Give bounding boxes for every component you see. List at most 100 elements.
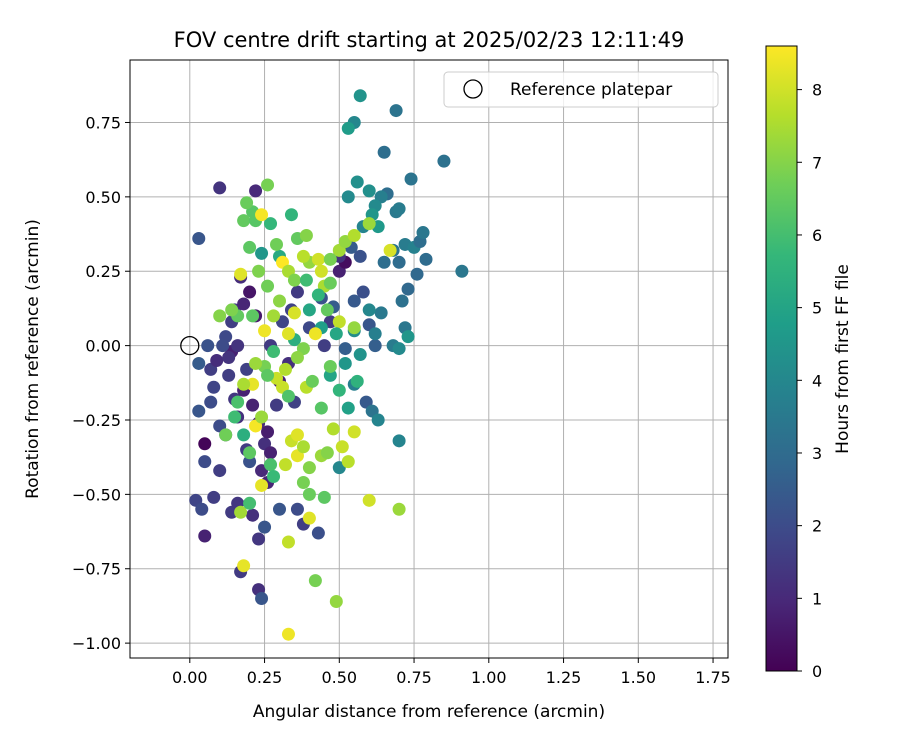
- data-point: [377, 255, 391, 269]
- data-point: [338, 356, 352, 370]
- data-point: [207, 380, 221, 394]
- data-point: [362, 493, 376, 507]
- data-point: [222, 351, 236, 365]
- data-point: [410, 267, 424, 281]
- data-point: [246, 309, 260, 323]
- y-tick-label: −0.75: [72, 560, 121, 579]
- data-point: [338, 342, 352, 356]
- data-point: [314, 264, 328, 278]
- data-point: [249, 356, 263, 370]
- data-point: [317, 490, 331, 504]
- colorbar: 0 1 2 3 4 5 6 7 8 Hours from first FF file: [765, 45, 853, 681]
- data-point: [249, 184, 263, 198]
- data-point: [290, 285, 304, 299]
- data-point: [320, 303, 334, 317]
- data-point: [255, 410, 269, 424]
- colorbar-tick-label: 7: [812, 153, 822, 172]
- reference-marker: [180, 335, 200, 356]
- data-point: [243, 455, 257, 469]
- data-point: [455, 264, 469, 278]
- data-point: [368, 339, 382, 353]
- data-point: [240, 196, 254, 210]
- data-point: [383, 243, 397, 257]
- colorbar-tick-label: 6: [812, 226, 822, 245]
- data-points: [189, 89, 469, 641]
- x-tick-label: 1.00: [471, 668, 507, 687]
- data-point: [419, 252, 433, 266]
- legend-box: [443, 71, 719, 108]
- data-point: [329, 594, 343, 608]
- data-point: [281, 535, 295, 549]
- legend-entry-label: Reference platepar: [510, 80, 672, 100]
- data-point: [323, 252, 337, 266]
- data-point: [216, 339, 230, 353]
- data-point: [255, 591, 269, 605]
- data-point: [332, 383, 346, 397]
- data-point: [341, 455, 355, 469]
- data-point: [317, 339, 331, 353]
- data-point: [362, 217, 376, 231]
- data-point: [264, 446, 278, 460]
- data-point: [231, 339, 245, 353]
- data-point: [350, 175, 364, 189]
- data-point: [392, 502, 406, 516]
- data-point: [234, 267, 248, 281]
- data-point: [335, 440, 349, 454]
- data-point: [237, 214, 251, 228]
- data-point: [347, 229, 361, 243]
- colorbar-ticks: 0 1 2 3 4 5 6 7 8: [797, 81, 822, 681]
- legend-open-circle-marker: [463, 79, 483, 99]
- data-point: [261, 178, 275, 192]
- data-point: [302, 487, 316, 501]
- data-point: [353, 249, 367, 263]
- data-point: [323, 359, 337, 373]
- data-point: [219, 428, 233, 442]
- data-point: [192, 404, 206, 418]
- data-point: [347, 321, 361, 335]
- data-point: [401, 330, 415, 344]
- data-point: [207, 490, 221, 504]
- data-point: [362, 184, 376, 198]
- data-point: [347, 425, 361, 439]
- data-point: [311, 252, 325, 266]
- data-point: [243, 240, 257, 254]
- y-tick-label: 0.00: [85, 337, 121, 356]
- data-point: [270, 237, 284, 251]
- data-point: [314, 401, 328, 415]
- data-point: [243, 496, 257, 510]
- colorbar-frame: [765, 45, 798, 672]
- y-tick-label: 0.25: [85, 262, 121, 281]
- data-point: [401, 282, 415, 296]
- data-point: [326, 422, 340, 436]
- plot-frame: [129, 59, 729, 659]
- data-point: [290, 428, 304, 442]
- data-point: [252, 264, 266, 278]
- data-point: [246, 398, 260, 412]
- colorbar-tick-label: 5: [812, 299, 822, 318]
- data-point: [198, 455, 212, 469]
- data-point: [290, 351, 304, 365]
- data-point: [267, 309, 281, 323]
- plot-area: [129, 59, 729, 659]
- data-point: [243, 285, 257, 299]
- data-point: [237, 297, 251, 311]
- colorbar-tick-label: 2: [812, 517, 822, 536]
- data-point: [237, 559, 251, 573]
- data-point: [392, 255, 406, 269]
- data-point: [305, 374, 319, 388]
- data-point: [374, 306, 388, 320]
- y-tick-label: −0.25: [72, 411, 121, 430]
- colorbar-tick-label: 8: [812, 81, 822, 100]
- x-tick-label: 0.00: [172, 668, 208, 687]
- y-tick-label: −1.00: [72, 634, 121, 653]
- x-tick-label: 0.50: [321, 668, 357, 687]
- colorbar-tick-label: 1: [812, 589, 822, 608]
- data-point: [320, 446, 334, 460]
- data-point: [395, 294, 409, 308]
- x-tick-label: 1.50: [620, 668, 656, 687]
- data-point: [302, 461, 316, 475]
- data-point: [198, 529, 212, 543]
- data-point: [243, 446, 257, 460]
- data-point: [287, 306, 301, 320]
